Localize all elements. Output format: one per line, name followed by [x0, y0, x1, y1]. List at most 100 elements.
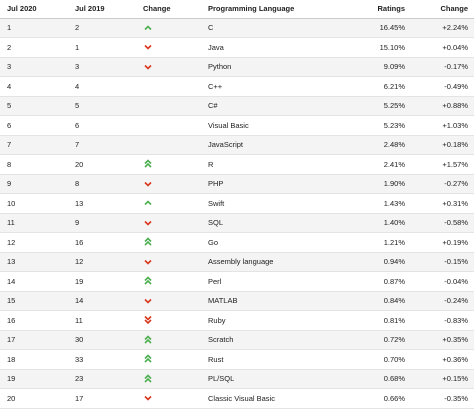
cell: 6 — [0, 115, 68, 136]
chevron — [144, 319, 152, 325]
cell: +1.57% — [411, 154, 474, 175]
table-row: 16 11 Ruby 0.81% -0.83% — [0, 310, 474, 331]
trend-icon — [144, 200, 152, 206]
trend-cell — [136, 76, 201, 97]
trend-cell — [136, 57, 201, 77]
cell: 17 — [0, 330, 68, 350]
cell: PHP — [201, 174, 351, 194]
trend-icon — [144, 316, 152, 325]
cell: +0.18% — [411, 135, 474, 155]
cell: SQL — [201, 213, 351, 233]
cell: 16.45% — [351, 18, 411, 38]
chevron — [144, 316, 152, 321]
cell: -0.35% — [411, 388, 474, 409]
cell: 1.90% — [351, 174, 411, 194]
header-row: Jul 2020 Jul 2019 Change Programming Lan… — [0, 0, 474, 19]
cell: 5.23% — [351, 115, 411, 136]
trend-icon — [144, 45, 152, 50]
cell: 19 — [0, 369, 68, 389]
cell: +0.04% — [411, 37, 474, 58]
cell: 5.25% — [351, 96, 411, 116]
cell: -0.27% — [411, 174, 474, 194]
chevron — [144, 159, 152, 165]
table-row: 19 23 PL/SQL 0.68% +0.15% — [0, 369, 474, 389]
cell: 2 — [0, 37, 68, 58]
trend-icon — [144, 259, 152, 265]
trend-icon — [144, 64, 152, 70]
table-row: 4 4 C++ 6.21% -0.49% — [0, 76, 474, 97]
trend-cell — [136, 135, 201, 155]
cell: 2.48% — [351, 135, 411, 155]
table-row: 18 33 Rust 0.70% +0.36% — [0, 349, 474, 370]
cell: 4 — [68, 76, 136, 97]
table-row: 2 1 Java 15.10% +0.04% — [0, 37, 474, 58]
cell: 13 — [0, 252, 68, 272]
table-row: 9 8 PHP 1.90% -0.27% — [0, 174, 474, 194]
table-body: 1 2 C 16.45% +2.24% 2 1 Java 15.10% +0.04% 3 3 Pytho… — [0, 18, 474, 409]
cell: 15.10% — [351, 37, 411, 58]
cell: 6 — [68, 115, 136, 136]
cell: 11 — [0, 213, 68, 233]
cell: 1 — [0, 18, 68, 38]
table-row: 15 14 MATLAB 0.84% -0.24% — [0, 291, 474, 311]
cell: 15 — [0, 291, 68, 311]
chevron — [144, 181, 152, 187]
chevron — [144, 237, 152, 243]
trend-cell — [136, 193, 201, 214]
cell: -0.15% — [411, 252, 474, 272]
cell: 16 — [0, 310, 68, 331]
chevron — [144, 374, 152, 379]
table-row: 12 16 Go 1.21% +0.19% — [0, 232, 474, 253]
cell: +0.15% — [411, 369, 474, 389]
cell: +0.31% — [411, 193, 474, 214]
table-row: 10 13 Swift 1.43% +0.31% — [0, 193, 474, 214]
cell: 2 — [68, 18, 136, 38]
trend-icon — [144, 276, 152, 285]
cell: 0.66% — [351, 388, 411, 409]
cell: +1.03% — [411, 115, 474, 136]
table-row: 5 5 C# 5.25% +0.88% — [0, 96, 474, 116]
table-row: 20 17 Classic Visual Basic 0.66% -0.35% — [0, 388, 474, 409]
cell: 23 — [68, 369, 136, 389]
cell: Visual Basic — [201, 115, 351, 136]
trend-cell — [136, 154, 201, 175]
column-header: Change — [136, 0, 201, 19]
chevron — [144, 241, 152, 246]
cell: 8 — [0, 154, 68, 175]
cell: 0.81% — [351, 310, 411, 331]
trend-icon — [144, 354, 152, 363]
trend-cell — [136, 213, 201, 233]
cell: 4 — [0, 76, 68, 97]
cell: 18 — [0, 349, 68, 370]
cell: Classic Visual Basic — [201, 388, 351, 409]
cell: 1 — [68, 37, 136, 58]
cell: Assembly language — [201, 252, 351, 272]
cell: -0.49% — [411, 76, 474, 97]
cell: Java — [201, 37, 351, 58]
column-header: Change — [411, 0, 474, 19]
trend-cell — [136, 174, 201, 194]
table-row: 1 2 C 16.45% +2.24% — [0, 18, 474, 38]
cell: Scratch — [201, 330, 351, 350]
cell: 6.21% — [351, 76, 411, 97]
cell: 33 — [68, 349, 136, 370]
table-row: 13 12 Assembly language 0.94% -0.15% — [0, 252, 474, 272]
chevron — [144, 45, 152, 50]
cell: 11 — [68, 310, 136, 331]
chevron — [144, 220, 152, 226]
cell: 1.21% — [351, 232, 411, 253]
cell: 0.72% — [351, 330, 411, 350]
cell: 20 — [0, 388, 68, 409]
cell: 12 — [68, 252, 136, 272]
cell: PL/SQL — [201, 369, 351, 389]
cell: 19 — [68, 271, 136, 292]
table-row: 17 30 Scratch 0.72% +0.35% — [0, 330, 474, 350]
chevron — [144, 335, 152, 340]
cell: 1.40% — [351, 213, 411, 233]
cell: Rust — [201, 349, 351, 370]
trend-icon — [144, 25, 152, 30]
trend-cell — [136, 349, 201, 370]
cell: 9 — [68, 213, 136, 233]
cell: 2.41% — [351, 154, 411, 175]
